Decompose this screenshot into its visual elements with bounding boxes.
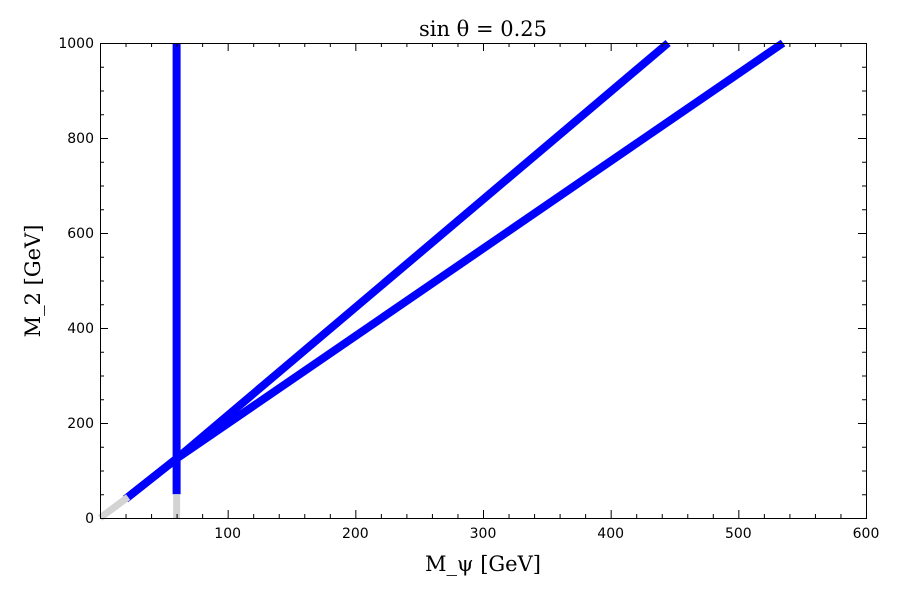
chart-title: sin θ = 0.25 (419, 17, 547, 41)
x-tick-label: 200 (342, 526, 369, 542)
allowed-band-0 (123, 39, 671, 503)
x-tick-label: 300 (470, 526, 497, 542)
y-tick-label: 400 (67, 321, 94, 337)
y-axis-label: M_2 [GeV] (21, 225, 45, 338)
x-tick-label: 500 (725, 526, 752, 542)
x-tick-label: 400 (597, 526, 624, 542)
y-tick-label: 200 (67, 416, 94, 432)
series-layer (97, 39, 786, 521)
x-tick-label: 100 (214, 526, 241, 542)
x-axis-label: M_ψ [GeV] (425, 552, 541, 576)
y-tick-label: 600 (67, 226, 94, 242)
y-tick-label: 0 (85, 511, 94, 527)
plot-frame (100, 43, 867, 519)
tick-layer: 100 200 300 400 500 600 0 200 400 600 800 1000 (58, 36, 879, 542)
y-tick-label: 800 (67, 131, 94, 147)
x-tick-label: 600 (853, 526, 880, 542)
y-tick-label: 1000 (58, 36, 94, 52)
allowed-band-1 (123, 39, 786, 503)
excluded-band-3 (97, 494, 131, 521)
